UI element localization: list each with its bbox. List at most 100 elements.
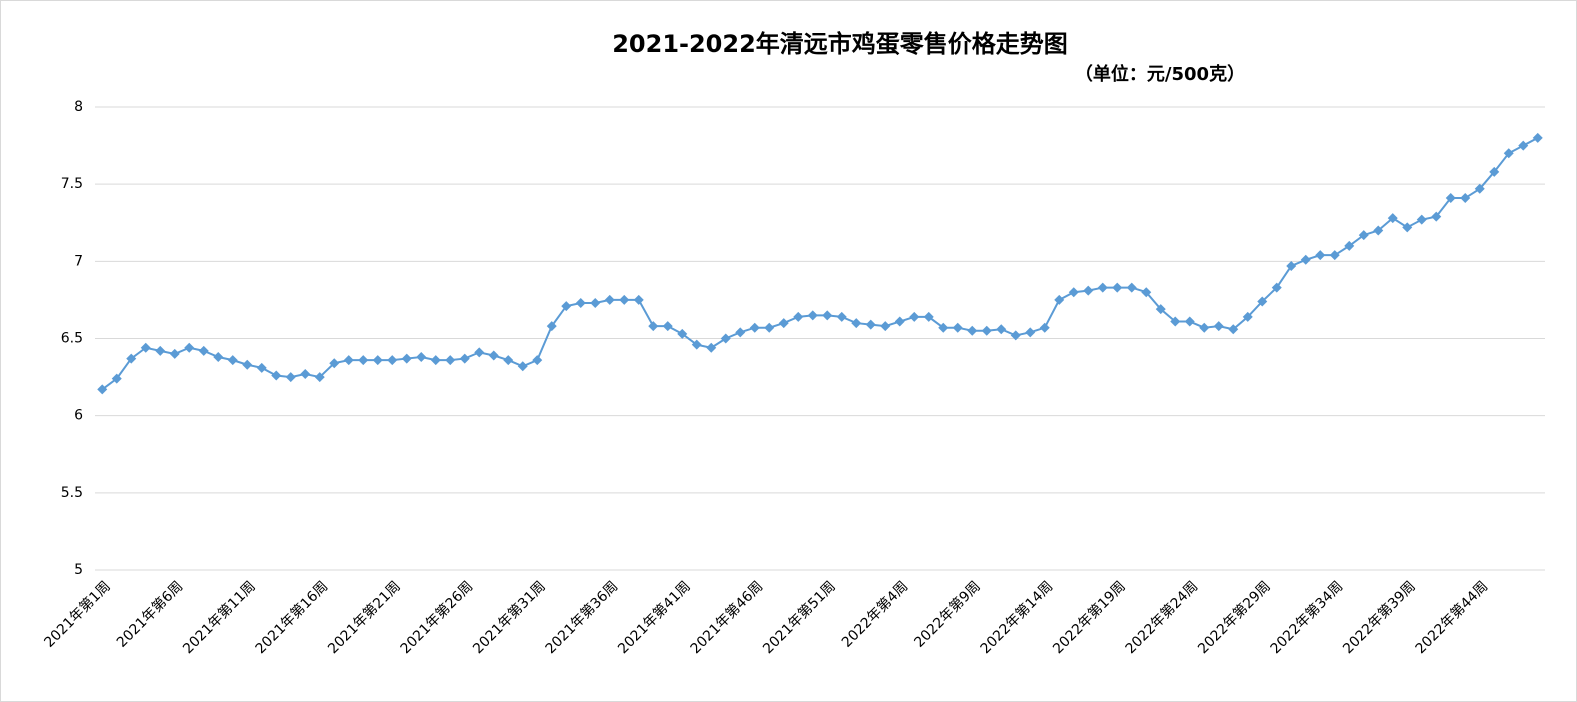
marker (213, 352, 224, 363)
marker (314, 372, 325, 383)
y-tick-label: 7 (74, 253, 83, 269)
marker (1199, 322, 1210, 333)
marker (938, 322, 949, 333)
marker (865, 319, 876, 330)
marker (271, 370, 282, 381)
marker (445, 355, 456, 366)
marker (155, 345, 166, 356)
marker (836, 311, 847, 322)
marker (604, 294, 615, 305)
marker (1010, 330, 1021, 341)
marker (720, 333, 731, 344)
y-tick-label: 5.5 (61, 485, 83, 501)
marker (1416, 214, 1427, 225)
y-tick-label: 7.5 (61, 176, 83, 192)
chart-subtitle: （单位：元/500克） (1075, 63, 1245, 85)
marker (561, 301, 572, 312)
marker (1489, 166, 1500, 177)
marker (952, 322, 963, 333)
y-tick-label: 6 (74, 408, 83, 424)
marker (184, 342, 195, 353)
marker (1242, 311, 1253, 322)
marker (430, 355, 441, 366)
marker (1083, 285, 1094, 296)
marker (1155, 304, 1166, 315)
marker (300, 368, 311, 379)
marker (343, 355, 354, 366)
marker (372, 355, 383, 366)
marker (1271, 282, 1282, 293)
marker (1257, 296, 1268, 307)
marker (1474, 183, 1485, 194)
marker (358, 355, 369, 366)
marker (807, 310, 818, 321)
marker (329, 358, 340, 369)
marker (996, 324, 1007, 335)
marker (909, 311, 920, 322)
marker (749, 322, 760, 333)
chart-title: 2021-2022年清远市鸡蛋零售价格走势图 (612, 30, 1068, 58)
marker (967, 325, 978, 336)
marker (474, 347, 485, 358)
marker (1141, 287, 1152, 298)
y-tick-label: 6.5 (61, 331, 83, 347)
marker (590, 298, 601, 309)
marker (532, 355, 543, 366)
marker (575, 298, 586, 309)
marker (619, 294, 630, 305)
marker (517, 361, 528, 372)
marker (459, 353, 470, 364)
marker (1068, 287, 1079, 298)
marker (822, 310, 833, 321)
marker (706, 342, 717, 353)
marker (1460, 193, 1471, 204)
marker (1300, 254, 1311, 265)
marker (1126, 282, 1137, 293)
marker (691, 339, 702, 350)
marker (285, 372, 296, 383)
marker (1329, 250, 1340, 261)
marker (851, 318, 862, 329)
marker (198, 345, 209, 356)
marker (1315, 250, 1326, 261)
marker (633, 294, 644, 305)
marker (894, 316, 905, 327)
marker (1213, 321, 1224, 332)
y-tick-label: 8 (74, 99, 83, 115)
marker (662, 321, 673, 332)
marker (880, 321, 891, 332)
marker (488, 350, 499, 361)
marker (1373, 225, 1384, 236)
marker (1431, 211, 1442, 222)
marker (1402, 222, 1413, 233)
marker (256, 362, 267, 373)
marker (97, 384, 108, 395)
marker (1025, 327, 1036, 338)
marker (1097, 282, 1108, 293)
marker (1112, 282, 1123, 293)
marker (126, 353, 137, 364)
marker (401, 353, 412, 364)
marker (416, 352, 427, 363)
y-tick-label: 5 (74, 562, 83, 578)
marker (169, 348, 180, 359)
marker (1184, 316, 1195, 327)
marker (1170, 316, 1181, 327)
marker (1286, 260, 1297, 271)
marker (1387, 213, 1398, 224)
marker (1445, 193, 1456, 204)
marker (1344, 240, 1355, 251)
marker (242, 359, 253, 370)
marker (778, 318, 789, 329)
marker (1054, 294, 1065, 305)
line (101, 136, 1539, 391)
marker (1228, 324, 1239, 335)
marker (735, 327, 746, 338)
marker (111, 373, 122, 384)
marker (923, 311, 934, 322)
marker (503, 355, 514, 366)
marker (677, 328, 688, 339)
marker (140, 342, 151, 353)
